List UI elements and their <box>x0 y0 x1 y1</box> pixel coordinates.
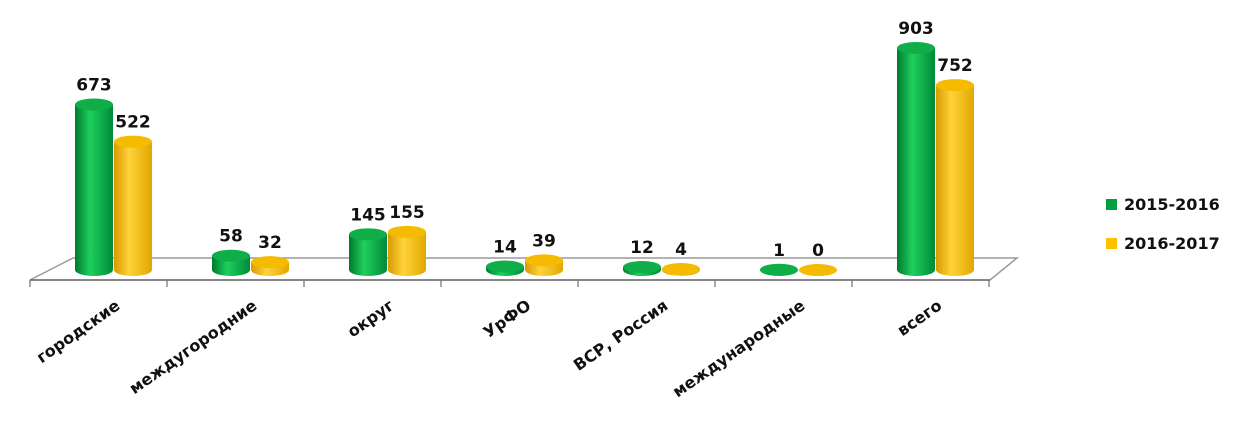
data-label: 522 <box>115 113 151 133</box>
bar-cap <box>662 263 700 276</box>
bar <box>936 79 974 276</box>
data-label: 4 <box>675 240 687 260</box>
legend-item-2015-2016: 2015-2016 <box>1106 193 1220 215</box>
bar-cap <box>760 263 798 276</box>
category-label: УрФО <box>480 296 535 342</box>
data-label: 32 <box>258 233 282 253</box>
bar <box>75 98 113 276</box>
legend-label: 2015-2016 <box>1124 194 1220 214</box>
legend-label: 2016-2017 <box>1124 233 1220 253</box>
category-label: всего <box>894 296 946 340</box>
bar <box>212 249 250 276</box>
bar-body <box>936 85 974 276</box>
bar-cap <box>212 249 250 262</box>
bar-cap <box>897 42 935 54</box>
category-labels-layer: городские междугородние округ УрФО ВСР, Росс… <box>33 296 945 402</box>
bar <box>799 264 837 276</box>
bar-cap <box>388 225 426 238</box>
bar <box>349 228 387 276</box>
bar <box>623 261 661 276</box>
bar <box>662 263 700 276</box>
bar <box>114 135 152 276</box>
bar-cap <box>349 228 387 241</box>
bar <box>251 256 289 276</box>
legend-swatch-2016-2017 <box>1106 237 1117 249</box>
data-label: 145 <box>350 205 386 225</box>
legend-item-2016-2017: 2016-2017 <box>1106 232 1220 254</box>
data-label: 39 <box>532 231 556 251</box>
data-label: 673 <box>76 76 112 96</box>
bar-cap <box>114 135 152 148</box>
bar-body <box>349 234 387 276</box>
category-label: округ <box>344 296 398 341</box>
bar-body <box>388 231 426 276</box>
chart-floor <box>29 257 1020 287</box>
bar-body <box>114 141 152 276</box>
data-label: 58 <box>219 227 243 247</box>
bar-cap <box>623 261 661 274</box>
bar <box>897 42 935 276</box>
category-label: городские <box>33 296 124 367</box>
bar <box>760 263 798 276</box>
legend-swatch-2015-2016 <box>1106 198 1117 210</box>
data-label: 752 <box>937 56 973 76</box>
bar-cap <box>799 264 837 276</box>
bar <box>388 225 426 276</box>
data-label: 12 <box>630 238 654 258</box>
category-label: международные <box>669 296 808 402</box>
category-label: ВСР, Россия <box>570 296 671 375</box>
bar <box>486 260 524 276</box>
legend: 2015-2016 2016-2017 <box>1106 193 1220 271</box>
bar-body <box>897 48 935 276</box>
data-label: 155 <box>389 203 425 223</box>
data-label: 14 <box>493 238 517 258</box>
bar <box>525 254 563 276</box>
bar-cap <box>486 260 524 273</box>
category-label: междугородние <box>126 296 261 398</box>
bar-cap <box>936 79 974 92</box>
data-label: 0 <box>812 241 824 261</box>
bar-cap <box>251 256 289 269</box>
data-label: 903 <box>898 19 934 39</box>
bar-cap <box>525 254 563 267</box>
bar-cap <box>75 98 113 111</box>
data-label: 1 <box>773 241 785 261</box>
bars-layer <box>75 42 974 276</box>
bar-body <box>75 104 113 276</box>
